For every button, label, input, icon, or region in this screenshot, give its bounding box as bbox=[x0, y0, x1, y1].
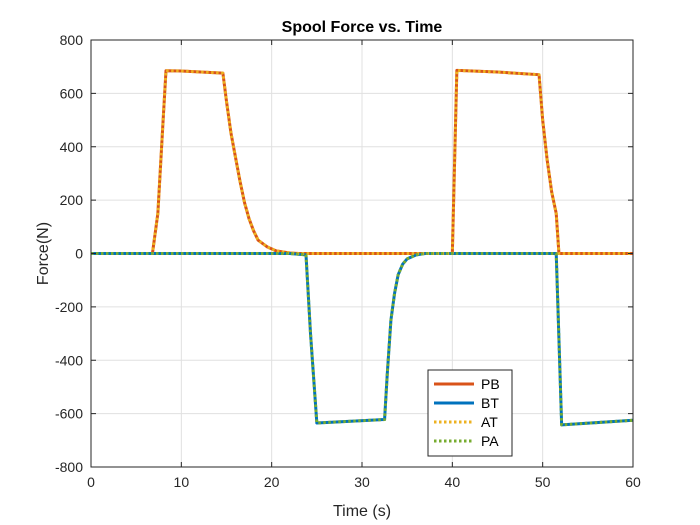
x-tick-label: 0 bbox=[87, 474, 95, 490]
y-tick-label: -200 bbox=[55, 299, 83, 315]
y-tick-label: -800 bbox=[55, 459, 83, 475]
y-tick-label: 0 bbox=[75, 246, 83, 262]
legend: PB BT AT PA bbox=[427, 369, 513, 457]
y-tick-label: -400 bbox=[55, 352, 83, 368]
y-tick-label: 600 bbox=[60, 85, 84, 101]
y-tick-label: -600 bbox=[55, 406, 83, 422]
x-tick-label: 40 bbox=[445, 474, 461, 490]
series-layer bbox=[91, 68, 634, 427]
legend-label-at: AT bbox=[481, 414, 498, 430]
y-tick-label: 400 bbox=[60, 139, 84, 155]
x-tick-label: 30 bbox=[354, 474, 370, 490]
y-axis-label: Force(N) bbox=[35, 222, 52, 285]
y-tick-label: 200 bbox=[60, 192, 84, 208]
axis-ticks: 0 10 20 30 40 50 60 -800 -600 -400 -200 0 200 400 600 8… bbox=[55, 32, 641, 490]
x-tick-label: 50 bbox=[535, 474, 551, 490]
chart-title: Spool Force vs. Time bbox=[282, 19, 443, 36]
legend-label-bt: BT bbox=[481, 395, 499, 411]
x-axis-label: Time (s) bbox=[333, 503, 391, 520]
y-tick-label: 800 bbox=[60, 32, 84, 48]
x-tick-label: 20 bbox=[264, 474, 280, 490]
legend-label-pb: PB bbox=[481, 376, 500, 392]
legend-label-pa: PA bbox=[481, 433, 499, 449]
series-line-pa bbox=[91, 252, 634, 427]
series-line-at bbox=[91, 68, 633, 255]
x-tick-label: 60 bbox=[625, 474, 641, 490]
x-tick-label: 10 bbox=[174, 474, 190, 490]
